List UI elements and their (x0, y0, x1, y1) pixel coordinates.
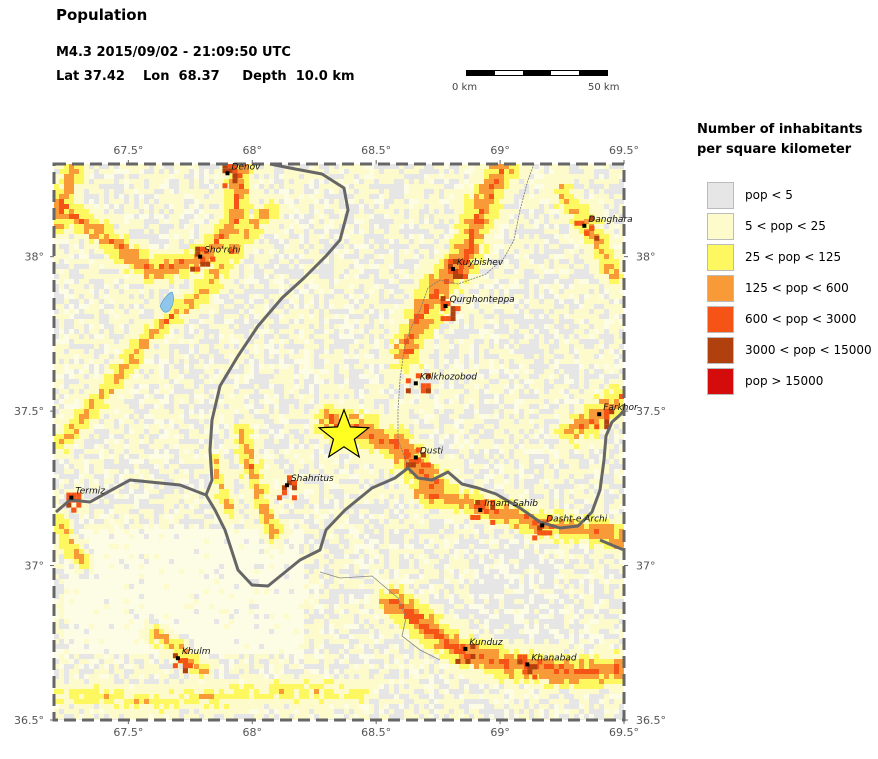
lon-tick-label-top: 69.5° (609, 144, 639, 157)
city-label: Shahritus (291, 474, 334, 484)
city-label: Kunduz (469, 638, 502, 648)
city-label: Kuybishev (457, 258, 504, 268)
city-marker (597, 412, 601, 416)
lon-tick-label-bottom: 69° (490, 726, 510, 739)
scale-start-label: 0 km (452, 82, 477, 93)
legend-label: pop < 5 (745, 188, 793, 202)
city-label: Danghara (588, 215, 632, 225)
legend-swatch (707, 244, 734, 271)
city-label: Sho'rchi (204, 246, 241, 256)
legend-swatch (707, 337, 734, 364)
city-label: Dusti (420, 446, 444, 456)
city-label: Imam Sahib (484, 499, 538, 509)
city-label: Dasht-e Archi (546, 514, 608, 524)
legend-label: 25 < pop < 125 (745, 250, 841, 264)
lon-tick-label-top: 68.5° (361, 144, 391, 157)
city-label: Termiz (75, 487, 105, 497)
lon-tick-label-bottom: 68.5° (361, 726, 391, 739)
lat-tick-label-left: 37.5° (14, 405, 44, 418)
city-marker (414, 455, 418, 459)
lon-tick-label-top: 67.5° (113, 144, 143, 157)
population-map[interactable]: 67.5° 67.5° 68° 68° 68.5° 68.5° 69° 69° 69.5° 69.… (0, 130, 680, 755)
lon-tick-label-bottom: 68° (243, 726, 263, 739)
city-label: Denov (231, 162, 261, 172)
legend-title-line2: per square kilometer (697, 140, 872, 160)
legend-swatch (707, 306, 734, 333)
legend-label: 125 < pop < 600 (745, 281, 849, 295)
city-marker (463, 647, 467, 651)
lat-tick-label-right: 37.5° (636, 405, 666, 418)
lon-tick-label-top: 69° (490, 144, 510, 157)
city-marker (540, 523, 544, 527)
legend-swatch (707, 182, 734, 209)
scale-bar: 0 km 50 km (450, 60, 640, 100)
city-label: Khulm (182, 647, 211, 657)
city-marker (69, 496, 73, 500)
lat-tick-label-left: 37° (25, 560, 45, 573)
event-info: M4.3 2015/09/02 - 21:09:50 UTC (56, 45, 291, 60)
lon-tick-label-bottom: 67.5° (113, 726, 143, 739)
legend-swatch (707, 275, 734, 302)
lon-tick-label-top: 68° (243, 144, 263, 157)
city-marker (478, 508, 482, 512)
city-marker (444, 304, 448, 308)
legend-title-line1: Number of inhabitants (697, 120, 872, 140)
location-info: Lat 37.42 Lon 68.37 Depth 10.0 km (56, 69, 355, 84)
legend-swatch (707, 368, 734, 395)
legend-label: 5 < pop < 25 (745, 219, 826, 233)
scale-end-label: 50 km (588, 82, 619, 93)
legend-label: 3000 < pop < 15000 (745, 343, 872, 357)
lat-tick-label-left: 36.5° (14, 714, 44, 727)
city-label: Kolkhozobod (420, 372, 477, 382)
city-marker (285, 483, 289, 487)
lat-tick-label-right: 38° (636, 251, 656, 264)
city-marker (525, 662, 529, 666)
city-label: Khanabad (531, 653, 577, 663)
city-marker (198, 255, 202, 259)
legend-swatch (707, 213, 734, 240)
city-label: Farkhor (603, 403, 639, 413)
legend-title: Number of inhabitants per square kilomet… (697, 120, 872, 160)
city-marker (176, 656, 180, 660)
legend-label: 600 < pop < 3000 (745, 312, 856, 326)
map-area[interactable]: 67.5° 67.5° 68° 68° 68.5° 68.5° 69° 69° 69.5° 69.… (0, 130, 680, 755)
city-marker (451, 267, 455, 271)
lat-tick-label-left: 38° (25, 251, 45, 264)
legend-label: pop > 15000 (745, 374, 823, 388)
city-marker (414, 381, 418, 385)
city-marker (225, 171, 229, 175)
scale-bar-segments (466, 70, 608, 76)
lat-tick-label-right: 37° (636, 560, 656, 573)
city-label: Qurghonteppa (450, 295, 515, 305)
map-title: Population (56, 6, 147, 24)
city-marker (582, 224, 586, 228)
lat-tick-label-right: 36.5° (636, 714, 666, 727)
lon-tick-label-bottom: 69.5° (609, 726, 639, 739)
